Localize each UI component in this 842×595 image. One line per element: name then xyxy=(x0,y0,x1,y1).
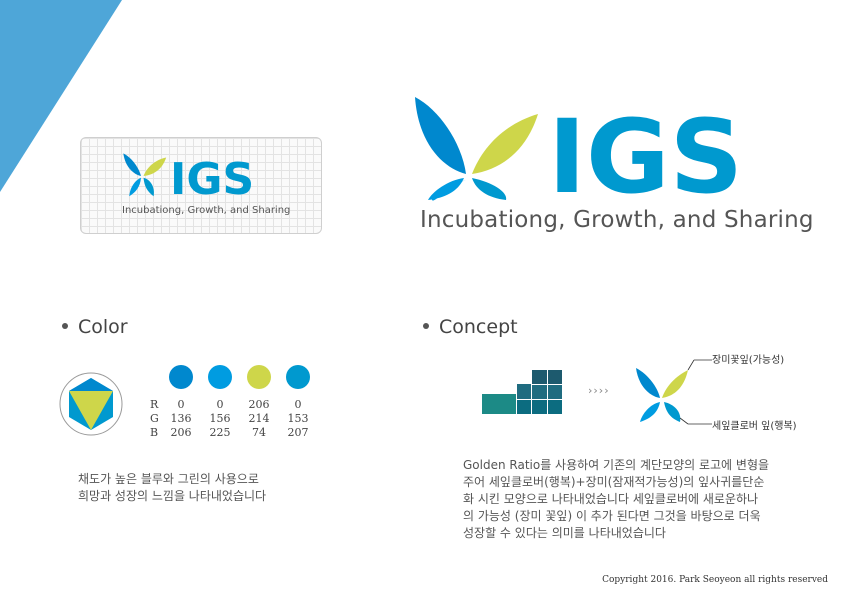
rgb-value-r: 0 xyxy=(276,398,320,412)
color-swatch xyxy=(286,365,310,389)
rgb-value-g: 136 xyxy=(159,412,203,426)
small-logo-text: IGS xyxy=(170,154,254,200)
color-swatch xyxy=(208,365,232,389)
clover-leaf-note: 세잎클로버 잎(행복) xyxy=(712,417,797,432)
rgb-value-g: 156 xyxy=(198,412,242,426)
color-swatch xyxy=(247,365,271,389)
rose-petal-note: 장미꽃잎(가능성) xyxy=(712,351,784,366)
rgb-value-b: 207 xyxy=(276,426,320,440)
rgb-values: 0 136 206 xyxy=(159,398,203,440)
concept-section-title: Concept xyxy=(423,316,518,338)
big-logo-text: IGS xyxy=(548,98,743,202)
staircase-blocks-diagram xyxy=(482,370,564,416)
rgb-value-b: 225 xyxy=(198,426,242,440)
concept-description: Golden Ratio를 사용하여 기존의 계단모양의 로고에 변형을 주어 … xyxy=(463,457,769,542)
rgb-value-r: 0 xyxy=(198,398,242,412)
color-swatch xyxy=(169,365,193,389)
big-tagline: Incubationg, Growth, and Sharing xyxy=(420,207,814,233)
arrows-glyph: ›››› xyxy=(588,384,610,397)
big-logo-mark: IGS xyxy=(410,92,770,202)
concept-leaf-mark xyxy=(632,356,712,426)
rgb-value-g: 153 xyxy=(276,412,320,426)
copyright-text: Copyright 2016. Park Seoyeon all rights … xyxy=(602,575,828,585)
rgb-value-g: 214 xyxy=(237,412,281,426)
rgb-values: 206 214 74 xyxy=(237,398,281,440)
rgb-labels: R G B xyxy=(150,398,159,440)
rgb-value-b: 74 xyxy=(237,426,281,440)
bullet-icon xyxy=(62,323,68,329)
small-tagline: Incubationg, Growth, and Sharing xyxy=(122,205,290,216)
color-section-title: Color xyxy=(62,316,128,338)
small-logo-mark: IGS xyxy=(120,150,280,200)
hexagon-badge-icon xyxy=(58,371,124,437)
rgb-value-r: 206 xyxy=(237,398,281,412)
rgb-value-r: 0 xyxy=(159,398,203,412)
concept-title-text: Concept xyxy=(439,316,518,338)
rgb-value-b: 206 xyxy=(159,426,203,440)
rgb-values: 0 153 207 xyxy=(276,398,320,440)
color-description: 채도가 높은 블루와 그린의 사용으로 희망과 성장의 느낌을 나타내었습니다 xyxy=(78,471,266,505)
color-title-text: Color xyxy=(78,316,128,338)
rgb-values: 0 156 225 xyxy=(198,398,242,440)
bullet-icon xyxy=(423,323,429,329)
